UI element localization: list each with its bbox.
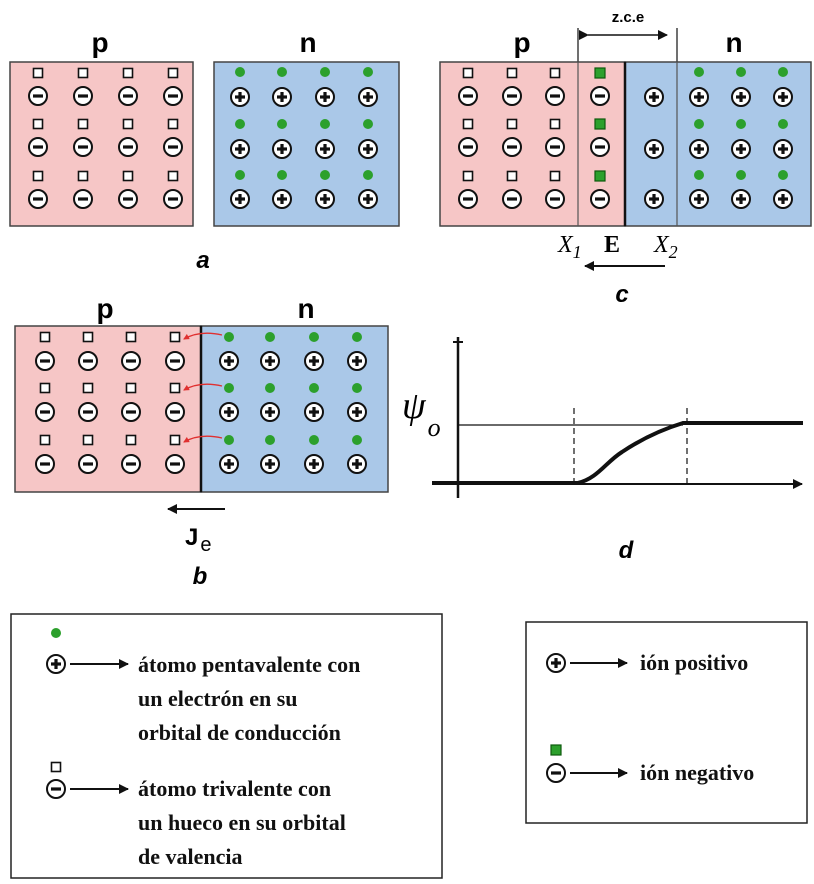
panel-d: ψo d (402, 337, 803, 564)
legend-trivalent-text: átomo trivalente con un hueco en su orbi… (138, 772, 346, 874)
legend-pentavalent-line: átomo pentavalente con (138, 652, 361, 677)
legend-pentavalent-line: un electrón en su (138, 686, 298, 711)
legend-pentavalent-line: orbital de conducción (138, 720, 341, 745)
legend-positive-ion-text: ión positivo (640, 650, 749, 675)
legend-trivalent-line: un hueco en su orbital (138, 810, 346, 835)
panel-c: p n z.c.e (439, 9, 812, 308)
x2-label: X2 (653, 232, 678, 262)
potential-curve (432, 421, 803, 485)
diffusion-arrow-bottom (183, 435, 223, 443)
diffusion-arrow-top (183, 332, 223, 340)
panel-c-n-label: n (725, 27, 742, 58)
legend-left-box (10, 613, 443, 879)
legend-positive-ion-icon (546, 653, 566, 673)
legend-trivalent-icon (46, 779, 66, 799)
field-label: E (604, 232, 620, 258)
legend-hole-icon (50, 761, 62, 773)
panel-a-p-label: p (91, 27, 108, 58)
legend-negative-ion-text: ión negativo (640, 760, 755, 785)
psi0-label: ψo (402, 385, 441, 442)
zce-label: z.c.e (612, 9, 645, 26)
legend-trivalent-line: de valencia (138, 844, 243, 869)
x1-label: X1 (557, 232, 582, 262)
legend-pentavalent-icon (46, 654, 66, 674)
legend-negative-ion-icon (546, 763, 566, 783)
panel-d-caption: d (619, 537, 635, 564)
diffusion-arrow-middle (183, 383, 223, 391)
panel-c-p-label: p (513, 27, 530, 58)
panel-b-n-label: n (297, 293, 314, 324)
panel-a: p n a (9, 27, 400, 274)
panel-b-p-label: p (96, 293, 113, 324)
legend-pentavalent-text: átomo pentavalente con un electrón en su… (138, 648, 360, 750)
legend-electron-icon (51, 628, 61, 638)
panel-b-caption: b (193, 563, 208, 590)
panel-a-n-label: n (299, 27, 316, 58)
legend-right-symbols (525, 621, 808, 824)
legend-left-symbols (10, 613, 443, 879)
panel-a-caption: a (196, 247, 209, 274)
legend-right-box (525, 621, 808, 824)
legend-trivalent-line: átomo trivalente con (138, 776, 332, 801)
diffusion-arrows (183, 332, 223, 443)
panel-c-caption: c (615, 281, 628, 308)
legend-trapped-electron-icon (550, 744, 562, 756)
